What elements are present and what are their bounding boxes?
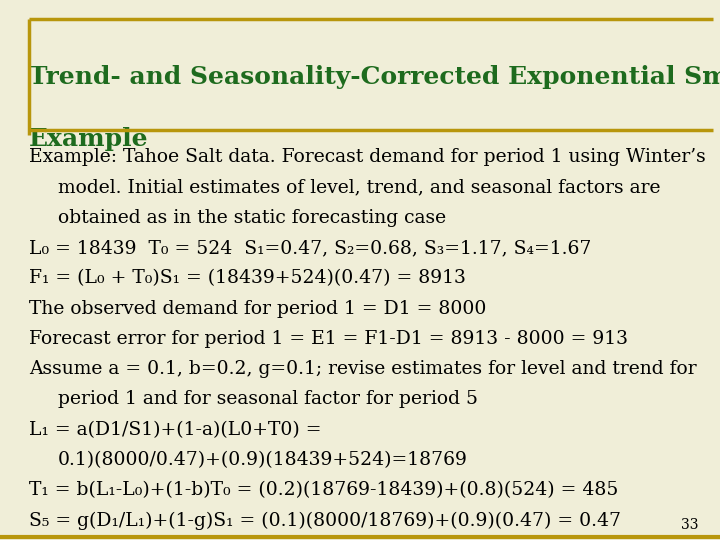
Text: The observed demand for period 1 = D1 = 8000: The observed demand for period 1 = D1 = … [29,300,486,318]
Text: F₁ = (L₀ + T₀)S₁ = (18439+524)(0.47) = 8913: F₁ = (L₀ + T₀)S₁ = (18439+524)(0.47) = 8… [29,269,466,287]
Text: Forecast error for period 1 = E1 = F1-D1 = 8913 - 8000 = 913: Forecast error for period 1 = E1 = F1-D1… [29,330,628,348]
Text: period 1 and for seasonal factor for period 5: period 1 and for seasonal factor for per… [58,390,477,408]
Text: Trend- and Seasonality-Corrected Exponential Smoothing: Trend- and Seasonality-Corrected Exponen… [29,65,720,89]
Text: T₁ = b(L₁-L₀)+(1-b)T₀ = (0.2)(18769-18439)+(0.8)(524) = 485: T₁ = b(L₁-L₀)+(1-b)T₀ = (0.2)(18769-1843… [29,481,618,499]
Text: 33: 33 [681,518,698,532]
Text: L₀ = 18439  T₀ = 524  S₁=0.47, S₂=0.68, S₃=1.17, S₄=1.67: L₀ = 18439 T₀ = 524 S₁=0.47, S₂=0.68, S₃… [29,239,591,257]
Text: Example: Example [29,127,148,151]
Text: S₅ = g(D₁/L₁)+(1-g)S₁ = (0.1)(8000/18769)+(0.9)(0.47) = 0.47: S₅ = g(D₁/L₁)+(1-g)S₁ = (0.1)(8000/18769… [29,511,621,530]
Text: Assume a = 0.1, b=0.2, g=0.1; revise estimates for level and trend for: Assume a = 0.1, b=0.2, g=0.1; revise est… [29,360,696,378]
Text: 0.1)(8000/0.47)+(0.9)(18439+524)=18769: 0.1)(8000/0.47)+(0.9)(18439+524)=18769 [58,451,467,469]
Text: L₁ = a(D1/S1)+(1-a)(L0+T0) =: L₁ = a(D1/S1)+(1-a)(L0+T0) = [29,421,321,438]
Text: model. Initial estimates of level, trend, and seasonal factors are: model. Initial estimates of level, trend… [58,179,660,197]
Text: Example: Tahoe Salt data. Forecast demand for period 1 using Winter’s: Example: Tahoe Salt data. Forecast deman… [29,148,706,166]
Text: obtained as in the static forecasting case: obtained as in the static forecasting ca… [58,209,446,227]
